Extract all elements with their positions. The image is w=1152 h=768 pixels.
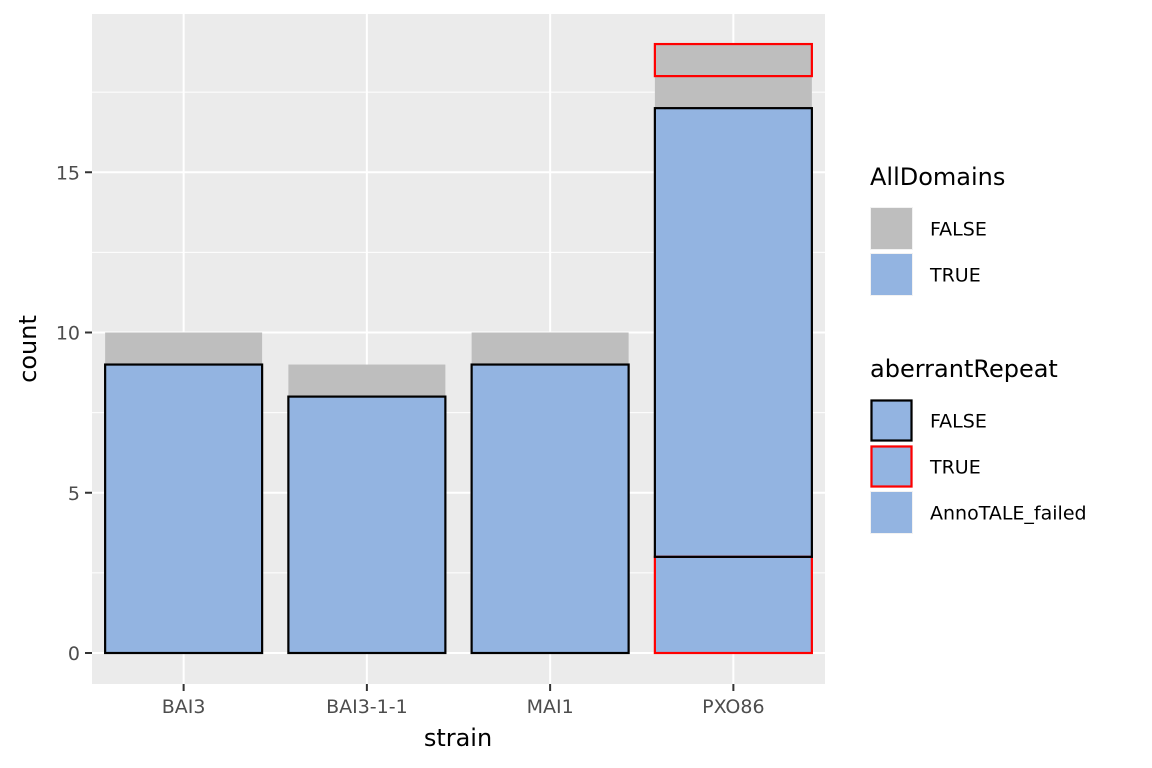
x-tick-label: PXO86 (702, 696, 764, 718)
legend-title-aberrantRepeat: aberrantRepeat (870, 355, 1058, 383)
x-axis: BAI3 BAI3-1-1 MAI1 PXO86 (162, 684, 765, 718)
x-tick-label: MAI1 (527, 696, 574, 718)
bar-PXO86-alldomains-true (654, 108, 812, 653)
bar-outline-BAI3-aberrant-false (104, 363, 264, 655)
bars (105, 44, 812, 653)
y-axis: 0 5 10 15 (56, 162, 92, 665)
legend-key-outline (870, 445, 913, 488)
bar-outline-MAI1-aberrant-false (470, 363, 630, 655)
legend-label: FALSE (930, 411, 987, 433)
legend-key-aberrantRepeat-FALSE (871, 400, 912, 441)
legend-label: TRUE (929, 265, 981, 287)
y-tick-label: 10 (56, 323, 80, 345)
legends: AllDomains FALSE TRUE aberrantRepeat FALSE TR… (870, 163, 1087, 534)
bar-outline-PXO86-aberrant-false (653, 107, 813, 558)
bar-BAI3-1-1-alldomains-false (288, 364, 446, 397)
bar-BAI3-alldomains-false (105, 332, 263, 365)
y-axis-title: count (14, 315, 42, 383)
x-tick-label: BAI3-1-1 (326, 696, 408, 718)
legend-key-outline (870, 399, 913, 442)
legend-label: AnnoTALE_failed (930, 503, 1087, 525)
y-tick-label: 0 (68, 643, 80, 665)
legend-key-AllDomains-TRUE (871, 254, 912, 295)
bar-MAI1-alldomains-false (471, 332, 629, 365)
legend-key-aberrantRepeat-AnnoTALE_failed (871, 492, 912, 533)
x-axis-title: strain (424, 724, 492, 752)
y-tick-label: 15 (56, 162, 80, 184)
bar-BAI3-alldomains-true (105, 364, 263, 653)
bar-outline-BAI3-1-1-aberrant-false (287, 395, 447, 655)
bar-outlines (104, 42, 813, 655)
bar-BAI3-1-1-alldomains-true (288, 396, 446, 653)
y-tick-label: 5 (68, 483, 80, 505)
x-tick-label: BAI3 (162, 696, 206, 718)
bar-MAI1-alldomains-true (471, 364, 629, 653)
legend-label: TRUE (929, 457, 981, 479)
legend-key-aberrantRepeat-TRUE (871, 446, 912, 487)
legend-label: FALSE (930, 219, 987, 241)
legend-key-AllDomains-FALSE (871, 208, 912, 249)
legend-title-AllDomains: AllDomains (870, 163, 1005, 191)
bar-outline-PXO86-aberrant-true (653, 42, 813, 78)
